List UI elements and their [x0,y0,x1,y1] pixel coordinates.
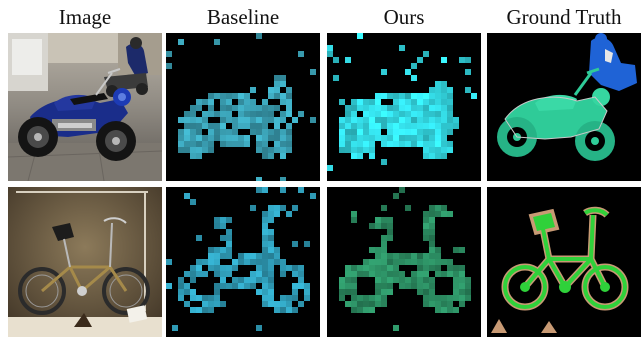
baseline-mask-bicycle [166,187,320,337]
ground-truth-mask-motorcycle [487,33,641,181]
ground-truth-mask-bicycle [487,187,641,337]
column-header-image: Image [58,5,112,29]
baseline-mask-motorcycle [166,33,320,181]
column-header-ground-truth: Ground Truth [506,5,622,29]
ours-mask-motorcycle [327,33,481,181]
column-header-ours: Ours [383,5,425,29]
column-header-baseline: Baseline [206,5,280,29]
ours-mask-bicycle [327,187,481,337]
input-image-bicycle [8,187,162,337]
input-image-motorcycle [8,33,162,181]
